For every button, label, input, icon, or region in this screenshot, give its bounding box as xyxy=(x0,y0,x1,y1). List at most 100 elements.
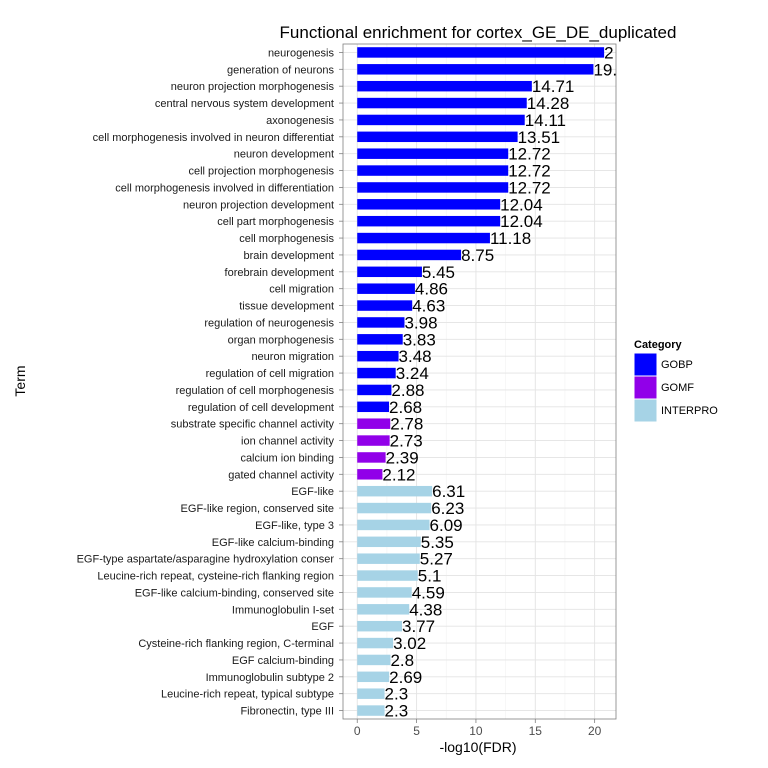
term-label: neurogenesis xyxy=(268,47,335,59)
term-label: generation of neurons xyxy=(227,64,335,76)
term-label: EGF-like calcium-binding, conserved site xyxy=(135,587,334,599)
bar xyxy=(357,317,405,328)
bar xyxy=(357,131,518,143)
value-label: 12.04 xyxy=(500,195,543,214)
x-tick-label: 20 xyxy=(588,724,602,738)
bar xyxy=(357,367,396,379)
x-axis-title: -log10(FDR) xyxy=(439,739,516,755)
y-axis-ticks xyxy=(339,52,343,711)
term-label: neuron projection development xyxy=(183,199,334,211)
x-tick-label: 5 xyxy=(413,724,420,738)
value-label: 4.86 xyxy=(415,280,448,299)
bar xyxy=(357,80,532,92)
value-label: 2.3 xyxy=(385,685,409,704)
legend-swatch xyxy=(633,352,658,377)
term-label: cell migration xyxy=(269,284,334,296)
value-label: 2.12 xyxy=(382,465,415,484)
term-label: cell projection morphogenesis xyxy=(188,166,334,178)
value-label: 8.75 xyxy=(461,246,494,265)
bar xyxy=(357,182,509,193)
bar xyxy=(357,64,594,75)
value-label: 2.8 xyxy=(390,651,414,670)
term-label: regulation of neurogenesis xyxy=(204,317,334,329)
term-label: calcium ion binding xyxy=(240,452,334,464)
x-tick-label: 10 xyxy=(469,724,483,738)
legend-swatch xyxy=(633,398,658,423)
x-tick-label: 0 xyxy=(354,724,361,738)
legend-label: INTERPRO xyxy=(661,405,718,417)
value-label: 19. xyxy=(593,60,617,79)
bar xyxy=(357,334,403,345)
bar xyxy=(357,671,390,683)
value-label: 4.59 xyxy=(412,583,445,602)
value-label: 2 xyxy=(604,43,613,62)
bar xyxy=(357,452,386,463)
value-label: 5.27 xyxy=(420,550,453,569)
legend-title: Category xyxy=(634,339,683,351)
term-labels: neurogenesis generation of neurons neuron … xyxy=(77,47,335,717)
term-label: EGF calcium-binding xyxy=(232,655,334,667)
legend-label: GOBP xyxy=(661,359,693,371)
value-label: 14.28 xyxy=(527,94,570,113)
term-label: cell part morphogenesis xyxy=(217,216,334,228)
term-label: regulation of cell migration xyxy=(206,368,334,380)
bar xyxy=(357,688,385,699)
bar xyxy=(357,249,462,261)
term-label: cell morphogenesis xyxy=(239,233,334,245)
bar xyxy=(357,418,391,429)
value-label: 11.18 xyxy=(490,229,531,248)
value-label: 12.72 xyxy=(508,162,551,181)
bar xyxy=(357,469,383,480)
term-label: Immunoglobulin subtype 2 xyxy=(206,672,334,684)
value-label: 2.88 xyxy=(391,381,424,400)
plot-border xyxy=(342,43,617,720)
bar xyxy=(357,620,402,632)
bar xyxy=(357,266,422,278)
x-axis-ticks: 0 5 10 15 20 xyxy=(354,719,602,738)
plot-panel xyxy=(343,44,616,719)
bar xyxy=(357,536,421,548)
term-label: Leucine-rich repeat, cysteine-rich flank… xyxy=(97,571,334,583)
bar xyxy=(357,553,420,564)
value-label: 5.45 xyxy=(422,263,455,282)
value-label: 6.09 xyxy=(430,516,463,535)
term-label: EGF-like xyxy=(291,486,334,498)
term-label: Fibronectin, type III xyxy=(240,706,334,718)
bar xyxy=(357,114,525,126)
value-label: 3.02 xyxy=(393,634,426,653)
term-label: central nervous system development xyxy=(155,98,334,110)
term-label: EGF-type aspartate/asparagine hydroxylat… xyxy=(77,554,335,566)
chart-title: Functional enrichment for cortex_GE_DE_d… xyxy=(280,23,677,42)
value-label: 2.3 xyxy=(385,702,409,721)
bar xyxy=(357,283,415,294)
value-label: 6.31 xyxy=(432,482,465,501)
term-label: forebrain development xyxy=(225,267,334,279)
bar xyxy=(357,47,605,58)
value-label: 3.77 xyxy=(402,617,435,636)
term-label: EGF xyxy=(311,621,334,633)
term-label: tissue development xyxy=(239,301,334,313)
bar xyxy=(357,570,418,581)
value-label: 2.73 xyxy=(390,432,423,451)
bar xyxy=(357,654,391,666)
legend-entries: GOBP GOMF INTERPRO xyxy=(633,352,718,423)
bar xyxy=(357,232,490,244)
term-label: cell morphogenesis involved in neuron di… xyxy=(93,132,334,144)
value-label: 2.39 xyxy=(386,448,419,467)
bar xyxy=(357,215,501,227)
term-label: Immunoglobulin I-set xyxy=(232,604,334,616)
term-label: substrate specific channel activity xyxy=(171,419,335,431)
bar xyxy=(357,97,527,109)
term-label: neuron projection morphogenesis xyxy=(171,81,335,93)
term-label: EGF-like, type 3 xyxy=(255,520,334,532)
value-label: 2.78 xyxy=(390,415,423,434)
value-label: 2.68 xyxy=(389,398,422,417)
y-axis-title: Term xyxy=(12,365,28,396)
term-label: brain development xyxy=(243,250,334,262)
value-label: 14.71 xyxy=(532,77,575,96)
term-label: axonogenesis xyxy=(266,115,334,127)
bar xyxy=(357,350,399,362)
bar xyxy=(357,587,412,598)
term-label: cell morphogenesis involved in different… xyxy=(115,182,334,194)
